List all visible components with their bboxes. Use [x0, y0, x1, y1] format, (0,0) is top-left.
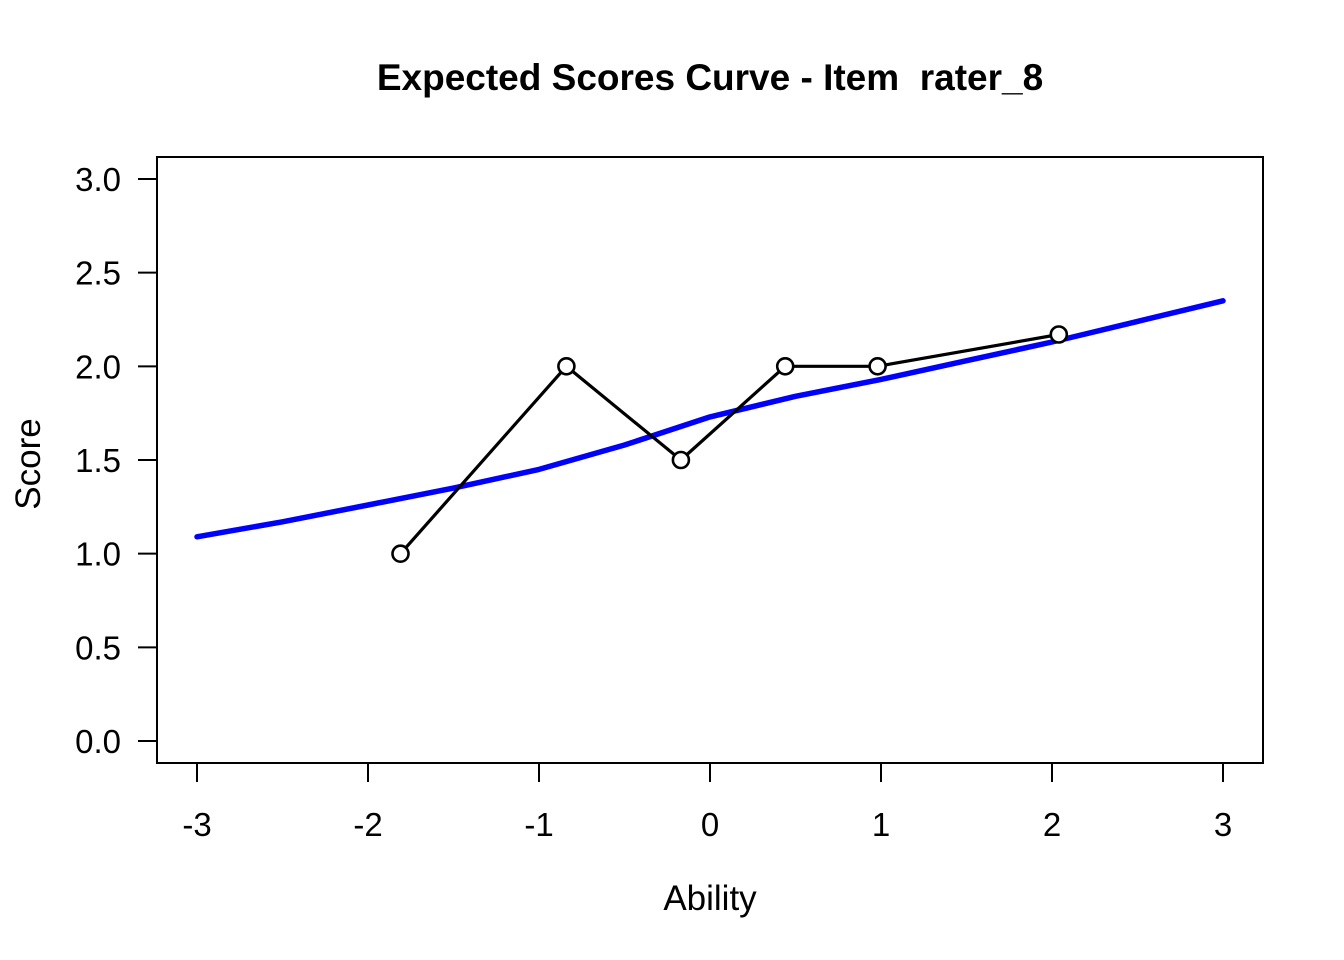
expected-score-curve-line	[194, 298, 1226, 540]
y-tick-label: 3.0	[75, 161, 121, 198]
y-tick-label: 2.5	[75, 255, 121, 292]
observed-point-marker	[775, 356, 795, 376]
y-tick-label: 0.0	[75, 723, 121, 760]
y-tick-label: 1.5	[75, 442, 121, 479]
observed-point-marker	[671, 450, 691, 470]
y-tick-label: 1.0	[75, 536, 121, 573]
y-tick-label: 2.0	[75, 348, 121, 385]
observed-point-marker	[1049, 325, 1069, 344]
x-tick-label: 3	[1214, 806, 1232, 843]
observed-point-marker	[868, 356, 887, 376]
observed-point-marker	[557, 356, 576, 376]
x-tick-label: -2	[353, 806, 382, 843]
x-tick-label: 1	[872, 806, 890, 843]
observed-average-scores-line	[398, 332, 1061, 556]
x-tick-label: -1	[524, 806, 553, 843]
y-tick-label: 0.5	[75, 629, 121, 666]
x-axis-label: Ability	[663, 879, 757, 918]
x-tick-label: 2	[1043, 806, 1061, 843]
x-tick-label: -3	[182, 806, 211, 843]
plot-box	[156, 156, 1264, 764]
observed-point-marker	[391, 544, 410, 564]
x-tick-label: 0	[701, 806, 719, 843]
chart-title: Expected Scores Curve - Item rater_8	[376, 57, 1044, 98]
